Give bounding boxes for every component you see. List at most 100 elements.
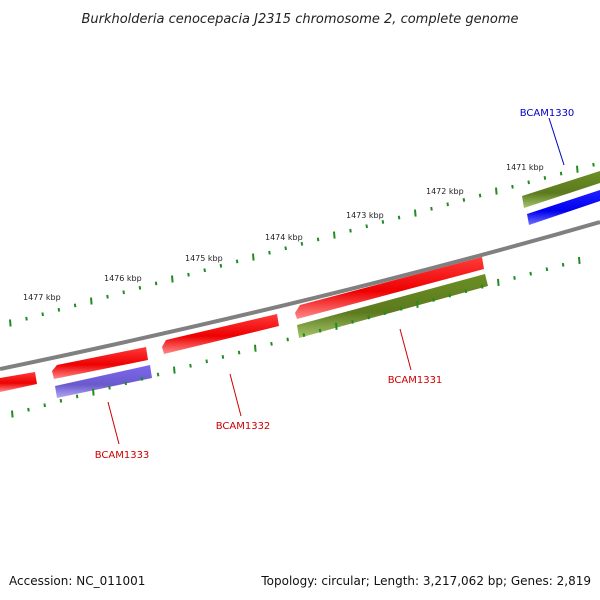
- leader-line-bcam1333: [107, 401, 120, 445]
- inner-ring-minor-tick: [59, 398, 63, 403]
- inner-ring-minor-tick: [448, 293, 451, 298]
- cds-bcam1332[interactable]: [162, 314, 279, 354]
- outer-ring-minor-tick: [543, 176, 547, 180]
- inner-ring-major-tick: [497, 278, 500, 286]
- outer-ring-minor-tick: [381, 220, 385, 224]
- outer-ring-minor-tick: [122, 290, 125, 295]
- outer-ring-minor-tick: [219, 263, 223, 268]
- inner-ring-major-tick: [173, 366, 176, 374]
- outer-ring-major-tick: [9, 319, 12, 327]
- inner-ring-minor-tick: [383, 311, 387, 315]
- outer-ring-minor-tick: [235, 259, 239, 264]
- leader-line-bcam1332: [229, 373, 242, 417]
- genome-summary-text: Topology: circular; Length: 3,217,062 bp…: [261, 574, 591, 588]
- outer-ring-minor-tick: [446, 202, 449, 207]
- outer-ring-minor-tick: [511, 184, 514, 189]
- inner-ring-minor-tick: [561, 262, 565, 267]
- inner-ring-minor-tick: [205, 359, 208, 364]
- outer-ring-minor-tick: [138, 285, 142, 290]
- outer-ring-major-tick: [171, 275, 174, 283]
- gene-labels: BCAM1330 BCAM1331 BCAM1332 BCAM1333: [95, 108, 575, 461]
- inner-ring-minor-tick: [124, 381, 127, 386]
- scale-label-1473: 1473 kbp: [346, 211, 384, 220]
- gene-label-bcam1332[interactable]: BCAM1332: [216, 421, 271, 432]
- outer-ring-minor-tick: [73, 303, 77, 308]
- gene-bcam1333-purple[interactable]: [55, 365, 152, 398]
- scale-label-1472: 1472 kbp: [426, 187, 464, 196]
- reverse-strand-features: [0, 257, 488, 398]
- outer-ring-major-tick: [576, 165, 579, 173]
- gene-label-bcam1331[interactable]: BCAM1331: [388, 375, 443, 386]
- scale-label-1474: 1474 kbp: [265, 233, 303, 242]
- inner-ring-minor-tick: [480, 284, 484, 289]
- scale-labels: 1471 kbp 1472 kbp 1473 kbp 1474 kbp 1475…: [23, 163, 544, 302]
- inner-tick-ring: [11, 256, 581, 418]
- outer-tick-ring: [9, 162, 595, 327]
- map-title: Burkholderia cenocepacia J2315 chromosom…: [81, 12, 518, 27]
- cds-bcam1333[interactable]: [52, 347, 148, 379]
- leader-line-bcam1330: [548, 117, 565, 166]
- inner-ring-minor-tick: [464, 289, 468, 294]
- inner-ring-minor-tick: [237, 350, 241, 355]
- cds-bcam1330[interactable]: [527, 190, 600, 225]
- outer-ring-major-tick: [333, 231, 336, 239]
- inner-ring-minor-tick: [529, 271, 532, 276]
- outer-ring-minor-tick: [397, 215, 401, 220]
- outer-ring-minor-tick: [284, 246, 287, 251]
- outer-ring-minor-tick: [430, 206, 433, 211]
- inner-ring-major-tick: [416, 300, 419, 308]
- outer-ring-minor-tick: [478, 193, 482, 198]
- inner-ring-minor-tick: [108, 385, 111, 390]
- inner-ring-minor-tick: [351, 319, 354, 324]
- inner-ring-minor-tick: [302, 333, 306, 337]
- outer-ring-major-tick: [414, 209, 417, 217]
- outer-ring-major-tick: [495, 187, 498, 195]
- accession-text: Accession: NC_011001: [9, 574, 146, 588]
- scale-label-1471: 1471 kbp: [506, 163, 544, 172]
- inner-ring-major-tick: [11, 410, 14, 418]
- outer-ring-minor-tick: [25, 316, 28, 321]
- outer-ring-minor-tick: [203, 268, 206, 273]
- gene-bcam1331[interactable]: [297, 274, 488, 338]
- cds-left-partial[interactable]: [0, 372, 37, 392]
- outer-ring-minor-tick: [592, 162, 595, 167]
- inner-ring-minor-tick: [27, 407, 30, 412]
- inner-ring-minor-tick: [75, 394, 79, 399]
- inner-ring-minor-tick: [432, 298, 435, 302]
- forward-strand-features: [522, 171, 600, 225]
- outer-ring-minor-tick: [316, 237, 320, 242]
- inner-ring-minor-tick: [399, 306, 403, 311]
- outer-ring-minor-tick: [268, 250, 271, 255]
- outer-ring-minor-tick: [154, 281, 158, 286]
- outer-ring-major-tick: [90, 297, 93, 305]
- gene-label-bcam1333[interactable]: BCAM1333: [95, 450, 150, 461]
- gene-label-bcam1330[interactable]: BCAM1330: [520, 108, 575, 119]
- inner-ring-minor-tick: [367, 315, 370, 320]
- inner-ring-minor-tick: [221, 355, 225, 359]
- inner-ring-major-tick: [335, 322, 338, 330]
- scale-label-1475: 1475 kbp: [185, 254, 223, 263]
- scale-label-1476: 1476 kbp: [104, 274, 142, 283]
- outer-ring-minor-tick: [187, 272, 190, 277]
- outer-ring-minor-tick: [57, 307, 61, 312]
- inner-ring-minor-tick: [318, 328, 322, 333]
- inner-ring-minor-tick: [513, 276, 516, 280]
- outer-ring-minor-tick: [41, 312, 44, 317]
- inner-ring-major-tick: [578, 256, 581, 264]
- outer-ring-minor-tick: [349, 228, 352, 233]
- outer-ring-minor-tick: [365, 224, 368, 229]
- inner-ring-minor-tick: [286, 337, 289, 342]
- inner-ring-minor-tick: [43, 403, 46, 408]
- outer-ring-major-tick: [252, 253, 255, 261]
- inner-ring-major-tick: [254, 344, 257, 352]
- inner-ring-major-tick: [92, 388, 95, 396]
- inner-ring-minor-tick: [140, 376, 144, 381]
- scale-label-1477: 1477 kbp: [23, 293, 61, 302]
- gene-bcam1330-forward[interactable]: [522, 171, 600, 208]
- cds-bcam1331[interactable]: [295, 257, 484, 319]
- inner-ring-minor-tick: [545, 267, 549, 272]
- inner-ring-minor-tick: [156, 372, 160, 377]
- inner-ring-minor-tick: [270, 341, 273, 346]
- outer-ring-minor-tick: [462, 198, 466, 202]
